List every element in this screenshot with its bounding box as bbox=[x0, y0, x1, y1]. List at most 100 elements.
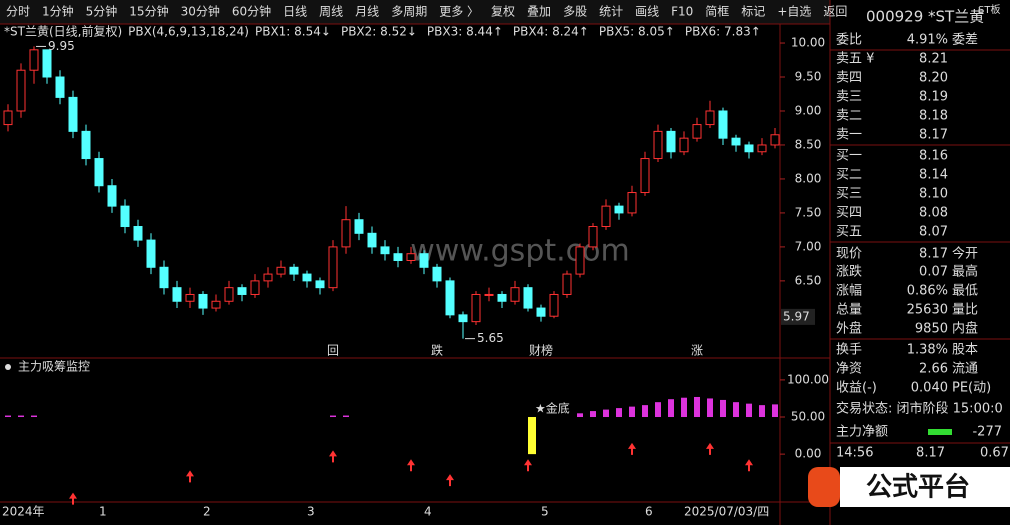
toolbar-button[interactable]: 返回 bbox=[823, 5, 847, 19]
quote-label: 净资 bbox=[836, 362, 862, 377]
toolbar-button[interactable]: 叠加 bbox=[527, 5, 551, 19]
quote-value: 2.66 bbox=[919, 362, 948, 377]
buy-signal bbox=[407, 459, 415, 472]
candle-body bbox=[679, 137, 689, 153]
quote-label: 买一 bbox=[836, 149, 862, 164]
gold-bar bbox=[528, 417, 536, 455]
toolbar-button[interactable]: 30分钟 bbox=[181, 4, 220, 19]
toolbar-button[interactable]: 标记 bbox=[741, 5, 765, 19]
quote-label: PE(动) bbox=[952, 381, 991, 396]
toolbar-button[interactable]: 分时 bbox=[6, 5, 30, 19]
toolbar-button[interactable]: 日线 bbox=[283, 5, 307, 19]
quote-label: 买五 bbox=[836, 225, 862, 240]
quote-label: 今开 bbox=[952, 246, 978, 262]
candle-body bbox=[120, 205, 130, 228]
toolbar-button[interactable]: 统计 bbox=[599, 5, 623, 19]
quote-value: 8.16 bbox=[919, 149, 948, 164]
y-tick-label: 7.50 bbox=[795, 205, 822, 219]
y-tick-label: 8.00 bbox=[795, 171, 822, 185]
quote-value: 9850 bbox=[915, 322, 948, 337]
logo-bg bbox=[840, 467, 1010, 507]
toolbar-button[interactable]: 多股 bbox=[563, 5, 587, 19]
toolbar-button[interactable]: 简框 bbox=[705, 5, 729, 19]
y-tick-label: 9.00 bbox=[795, 103, 822, 117]
candle-body bbox=[263, 273, 273, 282]
candle-body bbox=[3, 110, 13, 126]
price-tag-bg bbox=[781, 308, 815, 325]
flow-bar bbox=[681, 397, 687, 418]
flow-bar bbox=[5, 415, 11, 418]
toolbar-button[interactable]: 月线 bbox=[355, 5, 379, 19]
candle-body bbox=[718, 110, 728, 139]
candle-body bbox=[770, 134, 780, 146]
buy-signal bbox=[745, 459, 753, 472]
x-tick-label: 3 bbox=[307, 505, 315, 519]
toolbar-button[interactable]: +自选 bbox=[777, 5, 811, 19]
toolbar-button[interactable]: 5分钟 bbox=[86, 4, 118, 19]
candle-body bbox=[328, 246, 338, 289]
y-tick-label: 8.50 bbox=[795, 137, 822, 151]
x-tick-label: 1 bbox=[99, 505, 107, 519]
quote-label: 现价 bbox=[836, 247, 862, 262]
candle-body bbox=[458, 314, 468, 323]
flow-bar bbox=[759, 405, 765, 418]
toolbar-button[interactable]: 1分钟 bbox=[42, 4, 74, 19]
candle-body bbox=[289, 266, 299, 275]
annotation: 5.65 bbox=[477, 331, 504, 345]
candle-body bbox=[146, 239, 156, 268]
buy-signal bbox=[186, 470, 194, 483]
candle-body bbox=[757, 144, 767, 153]
candle-body bbox=[432, 266, 442, 282]
toolbar-button[interactable]: 更多 〉 bbox=[439, 5, 479, 19]
flow-bar bbox=[18, 415, 24, 418]
quote-label: 换手 bbox=[836, 343, 862, 358]
toolbar-button[interactable]: 周线 bbox=[319, 5, 343, 19]
quote-value: 8.20 bbox=[919, 71, 948, 86]
flow-bar bbox=[720, 399, 726, 418]
sub-title: 主力吸筹监控 bbox=[18, 360, 90, 374]
indicator-value: PBX6: 7.83↑ bbox=[685, 25, 761, 39]
candle-body bbox=[640, 158, 650, 194]
buy-signal bbox=[329, 450, 337, 463]
y-tick-label: 6.50 bbox=[795, 273, 822, 287]
event-marker: 跌 bbox=[431, 343, 443, 358]
candle-body bbox=[302, 273, 312, 282]
candle-body bbox=[393, 253, 403, 261]
quote-value: 0.86% bbox=[907, 284, 948, 299]
toolbar-button[interactable]: 复权 bbox=[491, 5, 515, 19]
quote-value: 8.17 bbox=[919, 247, 948, 262]
candle-body bbox=[42, 49, 52, 78]
chart-header: *ST兰黄(日线,前复权) bbox=[4, 24, 122, 39]
toolbar-button[interactable]: 多周期 bbox=[391, 5, 427, 19]
y-tick-label: 7.00 bbox=[795, 239, 822, 253]
x-tick-label: 2025/07/03/四 bbox=[684, 505, 769, 519]
flow-bar bbox=[733, 402, 739, 418]
flow-bar bbox=[746, 403, 752, 418]
indicator-value: PBX4: 8.24↑ bbox=[513, 25, 589, 39]
candle-body bbox=[341, 219, 351, 248]
x-tick-label: 5 bbox=[541, 505, 549, 519]
candle-body bbox=[692, 124, 702, 139]
toolbar-button[interactable]: 画线 bbox=[635, 5, 659, 19]
flow-bar bbox=[629, 406, 635, 418]
flow-bar bbox=[694, 396, 700, 418]
candle-body bbox=[601, 205, 611, 228]
toolbar-button[interactable]: F10 bbox=[671, 5, 693, 19]
toolbar-button[interactable]: 60分钟 bbox=[232, 4, 271, 19]
buy-signal bbox=[446, 474, 454, 487]
stock-tag: ST板 bbox=[978, 3, 1000, 16]
flow-bar bbox=[642, 405, 648, 418]
quote-label: 收益(-) bbox=[836, 381, 877, 396]
candle-body bbox=[653, 130, 663, 160]
candle-body bbox=[198, 293, 208, 309]
toolbar-button[interactable]: 15分钟 bbox=[129, 4, 168, 19]
candle-body bbox=[224, 287, 234, 302]
net-flow-bar bbox=[928, 429, 952, 435]
event-marker: 涨 bbox=[691, 343, 703, 358]
candle-body bbox=[497, 293, 507, 302]
buy-signal bbox=[524, 459, 532, 472]
quote-value: 0.040 bbox=[911, 381, 948, 396]
quote-label: 卖一 bbox=[836, 128, 862, 143]
candle-body bbox=[536, 307, 546, 317]
